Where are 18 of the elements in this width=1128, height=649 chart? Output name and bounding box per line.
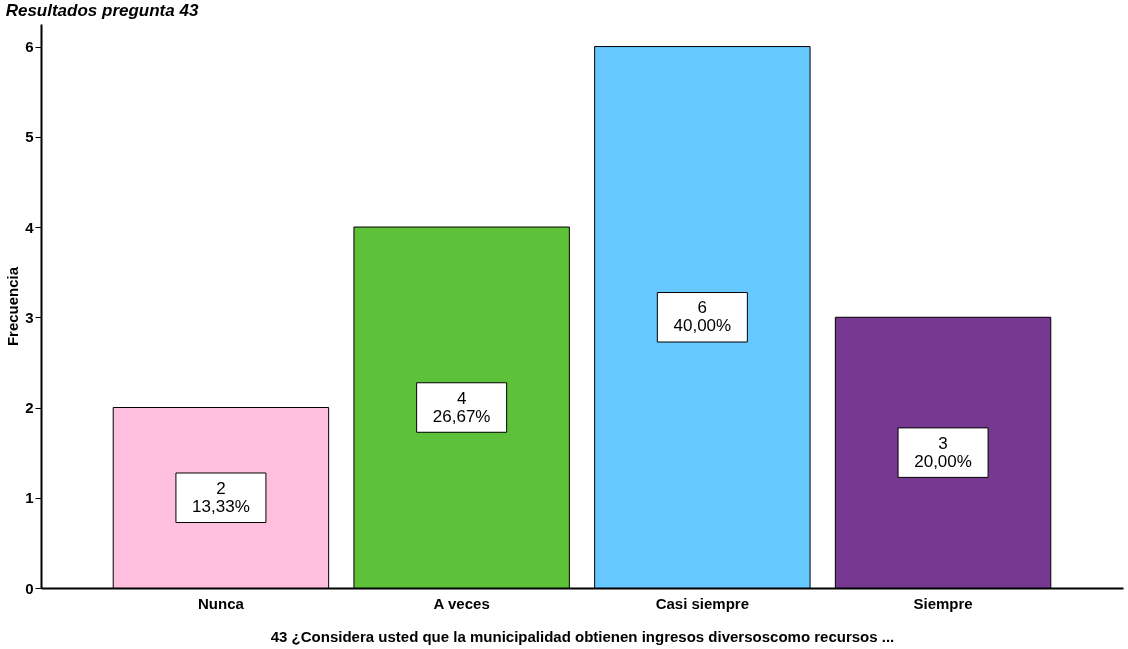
y-axis-title: Frecuencia xyxy=(4,266,22,347)
data-label: 4 26,67% xyxy=(432,388,491,426)
y-tick-label: 1 xyxy=(25,489,34,507)
data-label: 3 20,00% xyxy=(914,433,972,471)
x-tick-label: A veces xyxy=(433,594,490,612)
chart-title: Resultados pregunta 43 xyxy=(5,1,199,20)
x-tick-label: Siempre xyxy=(913,594,973,612)
data-label: 6 40,00% xyxy=(673,298,732,336)
x-tick-label: Casi siempre xyxy=(655,594,750,612)
y-tick-label: 0 xyxy=(25,579,34,597)
y-tick-label: 2 xyxy=(25,399,34,417)
y-tick-label: 5 xyxy=(25,128,34,146)
data-label: 2 13,33% xyxy=(192,478,250,516)
y-tick-label: 4 xyxy=(25,218,35,236)
x-axis-title: 43 ¿Considera usted que la municipalidad obtienen ingresos diversoscomo recursos ... xyxy=(270,627,895,645)
y-tick-label: 3 xyxy=(25,308,34,326)
y-tick-label: 6 xyxy=(25,38,34,56)
x-tick-label: Nunca xyxy=(198,594,245,612)
